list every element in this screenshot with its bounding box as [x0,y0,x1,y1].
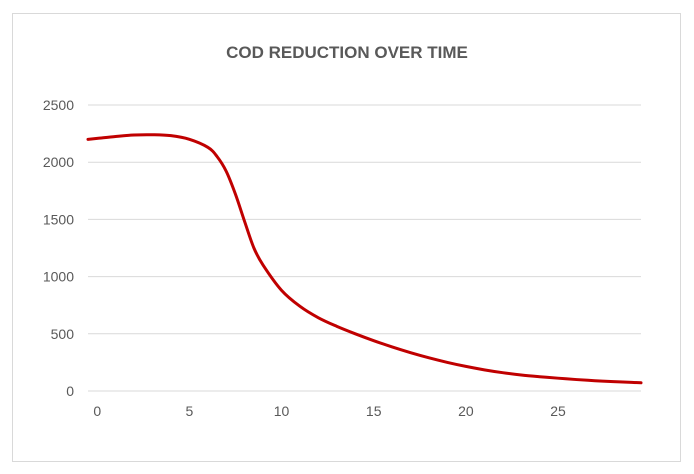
y-tick-label: 1000 [43,269,74,285]
x-tick-label: 10 [274,403,290,419]
chart-frame [12,13,681,462]
x-tick-label: 20 [458,403,474,419]
series-line [86,133,643,385]
x-tick-label: 5 [185,403,193,419]
chart-title: COD REDUCTION OVER TIME [226,43,468,62]
y-tick-label: 2000 [43,154,74,170]
y-tick-label: 0 [66,383,74,399]
y-tick-label: 500 [51,326,75,342]
x-tick-label: 15 [366,403,382,419]
y-tick-label: 1500 [43,211,74,227]
x-tick-label: 25 [550,403,566,419]
y-tick-label: 2500 [43,97,74,113]
x-tick-label: 0 [93,403,101,419]
